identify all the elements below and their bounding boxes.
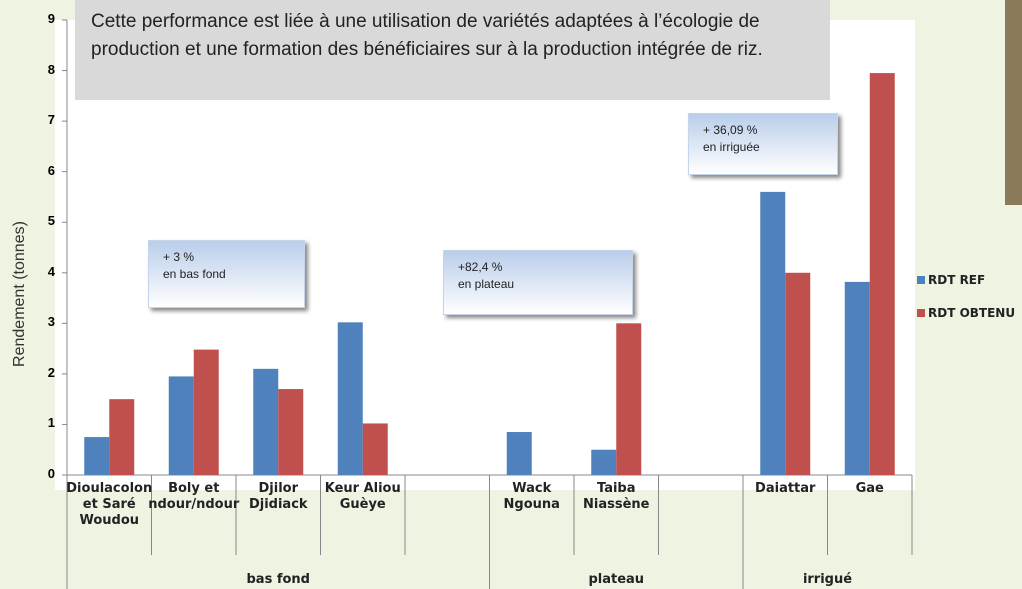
annotation-text: en bas fond (163, 266, 290, 283)
bar (253, 369, 278, 475)
bar (194, 350, 219, 475)
annotation-text: en plateau (458, 276, 618, 293)
annotation-box: + 3 %en bas fond (148, 240, 305, 308)
photo (1005, 0, 1022, 205)
annotation-text: +82,4 % (458, 259, 618, 276)
bar (760, 192, 785, 475)
bar (169, 376, 194, 475)
x-tick-label: Wack Ngouna (484, 481, 580, 513)
group-label: bas fond (67, 572, 490, 588)
y-tick-label: 3 (35, 314, 55, 329)
x-tick-label: Daiattar (737, 481, 833, 497)
caption-box: Cette performance est liée à une utilisa… (75, 0, 830, 100)
y-tick-label: 5 (35, 213, 55, 228)
y-axis-label: Rendement (tonnes) (11, 219, 29, 369)
caption: Cette performance est liée à une utilisa… (91, 11, 763, 60)
y-tick-label: 4 (35, 264, 55, 279)
bar (591, 450, 616, 475)
legend-swatch (917, 309, 925, 317)
slide: Cette performance est liée à une utilisa… (0, 0, 1022, 589)
y-tick-label: 8 (35, 62, 55, 77)
bar (84, 437, 109, 475)
y-tick-label: 9 (35, 11, 55, 26)
bar (845, 282, 870, 475)
x-tick-label: Gae (822, 481, 918, 497)
bar (363, 423, 388, 475)
annotation-text: en irriguée (703, 139, 823, 156)
legend-swatch (917, 276, 925, 284)
x-tick-label: Djilor Djidiack (230, 481, 326, 513)
x-tick-label: Taiba Niassène (568, 481, 664, 513)
bar (109, 399, 134, 475)
annotation-box: + 36,09 %en irriguée (688, 113, 838, 175)
y-tick-label: 6 (35, 163, 55, 178)
y-tick-label: 1 (35, 415, 55, 430)
legend-label: RDT REF (928, 272, 985, 288)
x-tick-label: Boly et ndour/ndour (146, 481, 242, 513)
legend-label: RDT OBTENU (928, 305, 1015, 321)
bar (785, 273, 810, 475)
bar (870, 73, 895, 475)
bar (278, 389, 303, 475)
x-tick-label: Keur Aliou Guèye (315, 481, 411, 513)
annotation-text: + 36,09 % (703, 122, 823, 139)
x-tick-label: Dioulacolon et Saré Woudou (61, 481, 157, 529)
y-tick-label: 2 (35, 365, 55, 380)
annotation-box: +82,4 %en plateau (443, 250, 633, 315)
bar (507, 432, 532, 475)
bar (338, 322, 363, 475)
annotation-text: + 3 % (163, 249, 290, 266)
group-label: irrigué (743, 572, 912, 588)
bar (616, 323, 641, 475)
y-tick-label: 0 (35, 466, 55, 481)
group-label: plateau (490, 572, 744, 588)
y-tick-label: 7 (35, 112, 55, 127)
